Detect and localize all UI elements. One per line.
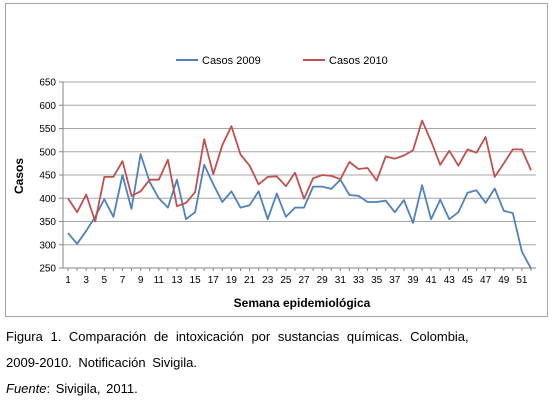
y-tick-label: 500 bbox=[39, 147, 56, 158]
caption-source: Fuente: Sivigila, 2011. bbox=[6, 376, 546, 402]
series-line-casos-2009 bbox=[67, 153, 532, 269]
legend-label-1: Casos 2010 bbox=[329, 55, 388, 67]
x-tick-label: 19 bbox=[226, 275, 238, 286]
x-tick-label: 25 bbox=[280, 275, 292, 286]
y-axis-ticks: 250 300 350 400 450 500 550 600 650 bbox=[39, 78, 63, 275]
axes bbox=[62, 82, 536, 269]
x-tick-label: 31 bbox=[335, 275, 347, 286]
x-tick-label: 29 bbox=[317, 275, 329, 286]
x-tick-label: 3 bbox=[83, 275, 89, 286]
series-lines bbox=[67, 119, 532, 269]
x-tick-label: 15 bbox=[190, 275, 202, 286]
caption-line-1: Figura 1. Comparación de intoxicación po… bbox=[6, 329, 469, 344]
x-tick-label: 23 bbox=[262, 275, 274, 286]
y-tick-label: 400 bbox=[39, 194, 56, 205]
x-tick-label: 33 bbox=[353, 275, 365, 286]
y-tick-label: 300 bbox=[39, 240, 56, 251]
x-tick-label: 5 bbox=[102, 275, 108, 286]
legend: Casos 2009 Casos 2010 bbox=[176, 55, 388, 67]
figure-caption: Figura 1. Comparación de intoxicación po… bbox=[6, 324, 546, 402]
y-axis-title: Casos bbox=[12, 158, 26, 194]
y-tick-label: 650 bbox=[39, 78, 56, 89]
x-tick-label: 49 bbox=[498, 275, 510, 286]
caption-line-2: 2009-2010. Notificación Sivigila. bbox=[6, 355, 197, 370]
x-tick-label: 43 bbox=[444, 275, 456, 286]
y-tick-label: 350 bbox=[39, 217, 56, 228]
x-tick-label: 9 bbox=[138, 275, 144, 286]
source-label: Fuente bbox=[6, 381, 47, 396]
x-tick-label: 51 bbox=[516, 275, 528, 286]
y-tick-label: 600 bbox=[39, 101, 56, 112]
x-tick-label: 21 bbox=[244, 275, 256, 286]
y-tick-label: 550 bbox=[39, 124, 56, 135]
x-tick-label: 39 bbox=[407, 275, 419, 286]
x-tick-label: 45 bbox=[462, 275, 474, 286]
x-tick-label: 13 bbox=[171, 275, 183, 286]
x-tick-label: 41 bbox=[426, 275, 438, 286]
legend-label-0: Casos 2009 bbox=[202, 55, 261, 67]
x-tick-label: 47 bbox=[480, 275, 492, 286]
x-tick-label: 17 bbox=[208, 275, 220, 286]
x-axis-ticks: 1 3 5 7 9 11 13 15 17 19 21 23 25 27 29 31 33 35 37 39 41 43 4… bbox=[65, 268, 532, 286]
x-tick-label: 11 bbox=[154, 275, 165, 286]
x-axis-title: Semana epidemiológica bbox=[234, 296, 371, 310]
x-tick-label: 35 bbox=[371, 275, 383, 286]
x-tick-label: 27 bbox=[298, 275, 310, 286]
y-tick-label: 450 bbox=[39, 171, 56, 182]
chart-frame: 250 300 350 400 450 500 550 600 650 1 3 5 7 9 11 13 15 1… bbox=[5, 3, 548, 317]
series-line-casos-2010 bbox=[67, 119, 532, 223]
x-tick-label: 7 bbox=[120, 275, 126, 286]
source-text: : Sivigila, 2011. bbox=[46, 381, 138, 396]
x-tick-label: 1 bbox=[65, 275, 71, 286]
gridlines bbox=[63, 81, 536, 269]
y-tick-label: 250 bbox=[39, 264, 56, 275]
x-tick-label: 37 bbox=[389, 275, 401, 286]
